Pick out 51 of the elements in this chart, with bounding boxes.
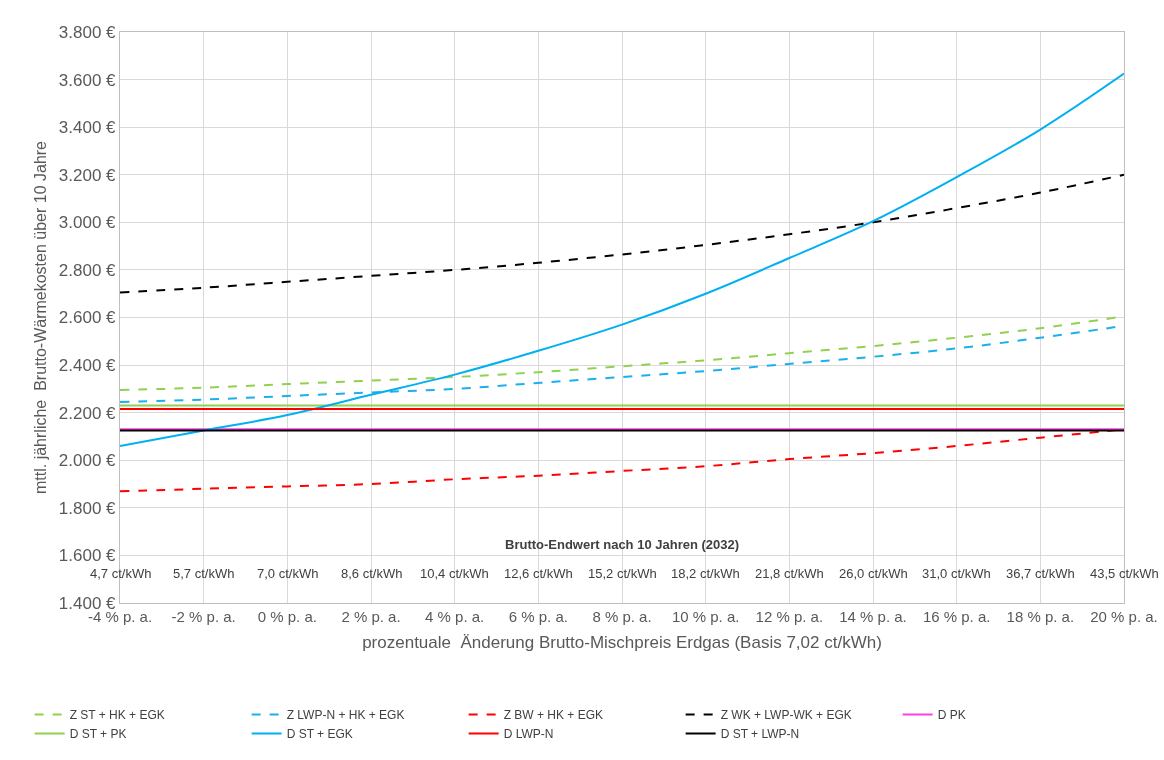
x-tick-label: 16 % p. a. [922, 608, 991, 625]
legend-label: Z WK + LWP-WK + EGK [720, 708, 852, 723]
y-tick-label: 3.000 € [58, 213, 117, 233]
annotation: 7,0 ct/kWh [257, 566, 319, 581]
x-tick-label: 6 % p. a. [508, 608, 568, 625]
x-tick-label: 20 % p. a. [1090, 608, 1158, 625]
annotation: 26,0 ct/kWh [839, 566, 908, 581]
annotation: 8,6 ct/kWh [341, 566, 403, 581]
y-tick-label: 3.800 € [58, 22, 117, 42]
annotation: 31,0 ct/kWh [922, 566, 991, 581]
y-tick-label: 1.600 € [58, 546, 117, 566]
annotation: 43,5 ct/kWh [1090, 566, 1159, 581]
x-axis-title: prozentuale Änderung Brutto-Mischpreis Erdgas (Basis 7,02 ct/kWh) [362, 633, 882, 653]
y-axis-title: mttl. jährliche Brutto-Wärmekosten über 10 Jahre [31, 140, 49, 495]
y-tick-label: 2.800 € [58, 260, 117, 280]
annotation: 18,2 ct/kWh [671, 566, 740, 581]
legend-label: Z LWP-N + HK + EGK [286, 708, 405, 723]
y-tick-label: 3.200 € [58, 165, 117, 185]
line-series [120, 173, 1124, 294]
y-tick-label: 2.000 € [58, 451, 117, 471]
y-tick-label: 1.800 € [58, 498, 117, 518]
y-tick-label: 3.400 € [58, 118, 117, 138]
y-tick-label: 2.600 € [58, 308, 117, 328]
x-tick-label: 12 % p. a. [755, 608, 824, 625]
annotation: 4,7 ct/kWh [90, 566, 152, 581]
x-tick-label: 18 % p. a. [1006, 608, 1075, 625]
annotation: 5,7 ct/kWh [173, 566, 235, 581]
annotation: 12,6 ct/kWh [504, 566, 573, 581]
annotation: 10,4 ct/kWh [420, 566, 489, 581]
legend-label: D ST + LWP-N [720, 727, 800, 742]
x-tick-label: 0 % p. a. [257, 608, 317, 625]
annotation: 21,8 ct/kWh [755, 566, 824, 581]
legend-label: Z BW + HK + EGK [503, 708, 603, 723]
line-series [120, 72, 1124, 447]
x-tick-label: 10 % p. a. [671, 608, 740, 625]
annotation: Brutto-Endwert nach 10 Jahren (2032) [505, 537, 740, 552]
x-tick-label: 8 % p. a. [592, 608, 652, 625]
x-tick-label: 4 % p. a. [425, 608, 485, 625]
x-tick-label: 2 % p. a. [341, 608, 401, 625]
legend-label: D ST + EGK [286, 727, 353, 742]
x-tick-label: 14 % p. a. [839, 608, 907, 625]
y-tick-label: 3.600 € [58, 70, 117, 90]
legend-label: D ST + PK [69, 727, 127, 742]
legend-label: Z ST + HK + EGK [69, 708, 165, 723]
legend-label: D LWP-N [503, 727, 554, 742]
legend-label: D PK [937, 708, 966, 723]
annotation: 36,7 ct/kWh [1006, 566, 1075, 581]
y-tick-label: 2.400 € [58, 356, 117, 376]
annotation: 15,2 ct/kWh [588, 566, 657, 581]
x-tick-label: -2 % p. a. [171, 608, 236, 625]
y-tick-label: 2.200 € [58, 403, 117, 423]
